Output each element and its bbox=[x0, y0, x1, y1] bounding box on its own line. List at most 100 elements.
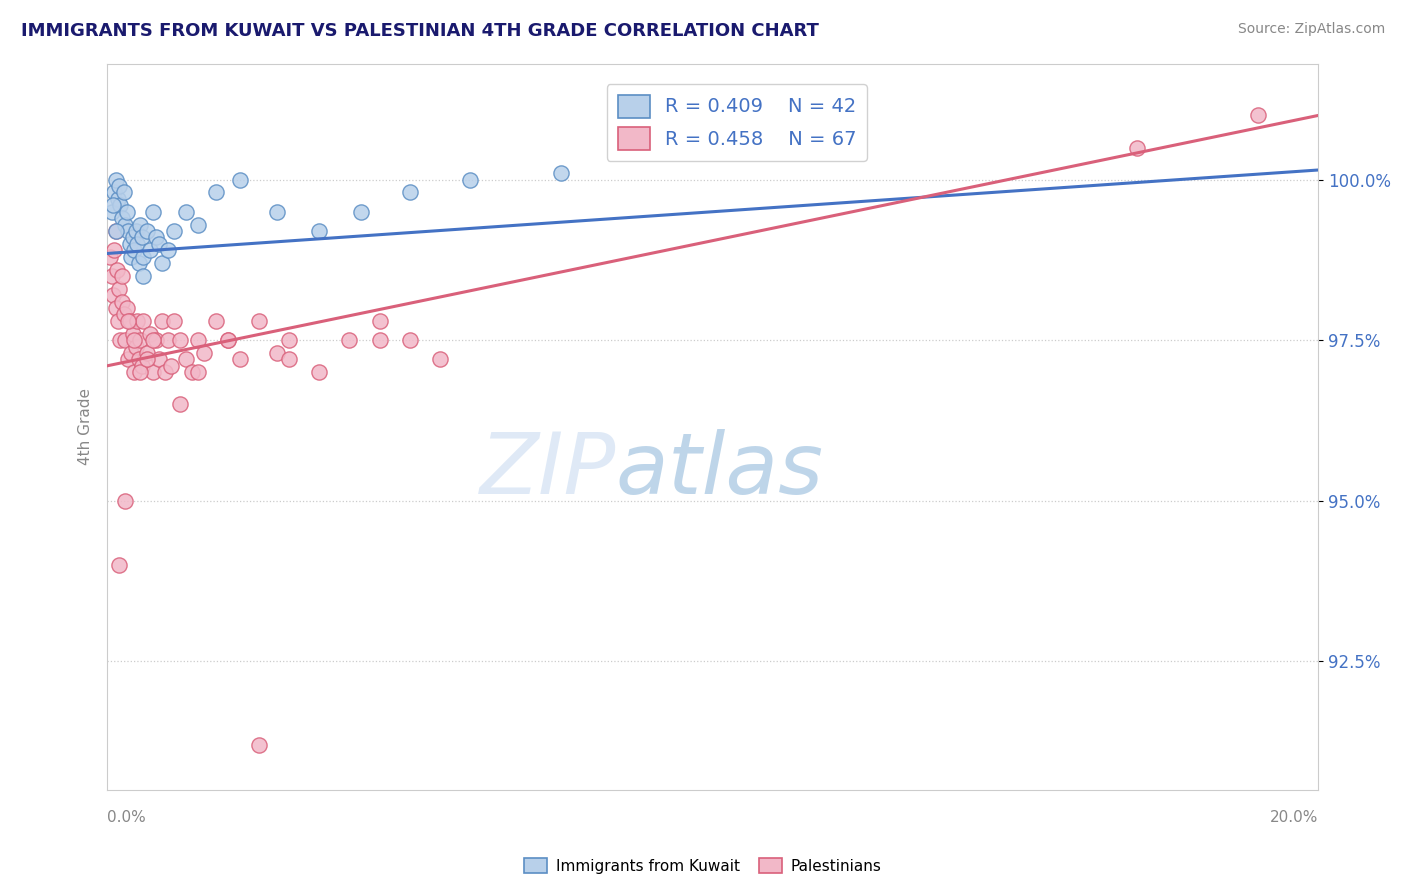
Legend: Immigrants from Kuwait, Palestinians: Immigrants from Kuwait, Palestinians bbox=[519, 852, 887, 880]
Point bbox=[132, 314, 155, 328]
Point bbox=[132, 268, 155, 283]
Text: IMMIGRANTS FROM KUWAIT VS PALESTINIAN 4TH GRADE CORRELATION CHART: IMMIGRANTS FROM KUWAIT VS PALESTINIAN 4T… bbox=[21, 22, 818, 40]
Point bbox=[135, 346, 157, 360]
Point bbox=[125, 224, 148, 238]
Point bbox=[247, 738, 270, 752]
Point bbox=[145, 230, 167, 244]
Point bbox=[125, 340, 148, 354]
Point bbox=[101, 204, 124, 219]
Point bbox=[205, 186, 228, 200]
Text: 0.0%: 0.0% bbox=[107, 810, 146, 825]
Point bbox=[148, 352, 170, 367]
Point bbox=[127, 236, 149, 251]
Legend: R = 0.409    N = 42, R = 0.458    N = 67: R = 0.409 N = 42, R = 0.458 N = 67 bbox=[607, 84, 868, 161]
Point bbox=[187, 365, 209, 379]
Point bbox=[104, 301, 127, 315]
Text: ZIP: ZIP bbox=[479, 429, 616, 512]
Point bbox=[308, 224, 330, 238]
Point bbox=[108, 179, 131, 194]
Point bbox=[150, 314, 173, 328]
Point bbox=[128, 256, 150, 270]
Point bbox=[217, 333, 239, 347]
Point bbox=[350, 204, 373, 219]
Point bbox=[117, 352, 139, 367]
Point bbox=[101, 268, 124, 283]
Point bbox=[1247, 108, 1270, 122]
Point bbox=[131, 359, 153, 373]
Point bbox=[205, 314, 228, 328]
Point bbox=[337, 333, 360, 347]
Point bbox=[105, 224, 128, 238]
Point bbox=[103, 198, 125, 212]
Point bbox=[138, 244, 160, 258]
Point bbox=[229, 352, 252, 367]
Point bbox=[121, 326, 143, 341]
Point bbox=[169, 397, 191, 411]
Point bbox=[103, 186, 125, 200]
Point bbox=[1125, 140, 1147, 154]
Point bbox=[129, 218, 152, 232]
Point bbox=[124, 365, 146, 379]
Text: 20.0%: 20.0% bbox=[1270, 810, 1319, 825]
Point bbox=[277, 333, 299, 347]
Point bbox=[117, 224, 139, 238]
Point bbox=[121, 230, 143, 244]
Point bbox=[145, 333, 167, 347]
Point bbox=[103, 288, 125, 302]
Point bbox=[108, 558, 131, 572]
Point bbox=[308, 365, 330, 379]
Point bbox=[429, 352, 451, 367]
Point bbox=[112, 186, 135, 200]
Point bbox=[114, 493, 136, 508]
Point bbox=[111, 268, 134, 283]
Point bbox=[103, 244, 125, 258]
Point bbox=[150, 256, 173, 270]
Point bbox=[550, 166, 572, 180]
Y-axis label: 4th Grade: 4th Grade bbox=[79, 388, 93, 466]
Point bbox=[104, 224, 127, 238]
Point bbox=[108, 282, 131, 296]
Point bbox=[159, 359, 181, 373]
Point bbox=[127, 314, 149, 328]
Point bbox=[187, 218, 209, 232]
Point bbox=[368, 333, 391, 347]
Point bbox=[120, 236, 142, 251]
Point bbox=[110, 333, 132, 347]
Point bbox=[153, 365, 176, 379]
Text: Source: ZipAtlas.com: Source: ZipAtlas.com bbox=[1237, 22, 1385, 37]
Point bbox=[266, 346, 288, 360]
Point bbox=[181, 365, 204, 379]
Point bbox=[111, 211, 134, 226]
Point bbox=[114, 333, 136, 347]
Point bbox=[187, 333, 209, 347]
Point bbox=[135, 352, 157, 367]
Point bbox=[115, 301, 138, 315]
Point bbox=[98, 250, 121, 264]
Point bbox=[142, 204, 165, 219]
Point bbox=[217, 333, 239, 347]
Point bbox=[138, 326, 160, 341]
Point bbox=[399, 333, 422, 347]
Point bbox=[110, 198, 132, 212]
Point bbox=[174, 204, 197, 219]
Point bbox=[132, 250, 155, 264]
Point bbox=[107, 192, 129, 206]
Point bbox=[107, 314, 129, 328]
Point bbox=[156, 333, 179, 347]
Point bbox=[105, 172, 128, 186]
Point bbox=[142, 365, 165, 379]
Point bbox=[124, 244, 146, 258]
Point bbox=[112, 308, 135, 322]
Point bbox=[193, 346, 215, 360]
Point bbox=[148, 236, 170, 251]
Point bbox=[229, 172, 252, 186]
Point bbox=[169, 333, 191, 347]
Point bbox=[368, 314, 391, 328]
Point bbox=[129, 333, 152, 347]
Point bbox=[120, 346, 142, 360]
Point bbox=[174, 352, 197, 367]
Point bbox=[120, 314, 142, 328]
Point bbox=[120, 250, 142, 264]
Point bbox=[142, 333, 165, 347]
Point bbox=[247, 314, 270, 328]
